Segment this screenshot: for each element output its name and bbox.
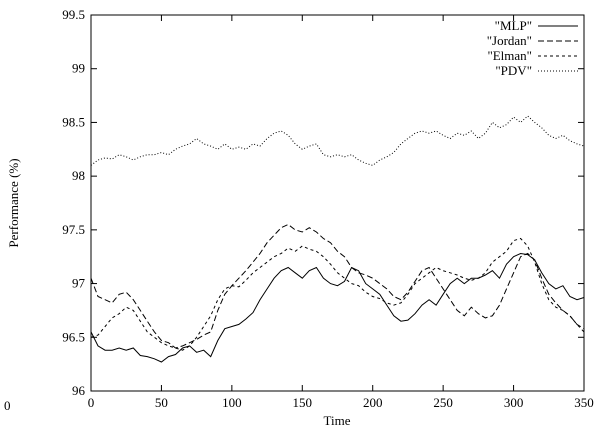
x-tick-label: 0 [88,395,95,410]
legend-label-1: "Jordan" [487,33,532,48]
legend-label-0: "MLP" [495,18,532,33]
series-line-0 [90,252,585,363]
y-tick-label: 97 [72,276,86,291]
y-tick-label: 99.5 [62,7,85,22]
y-tick-label: 98 [72,168,85,183]
axis-tick-labels: 0 50 100 150 200 250 300 350 96 96.5 97 97.5 98 98.5 9… [62,7,594,410]
series-line-2 [90,237,585,351]
x-tick-label: 200 [363,395,383,410]
series-line-3 [90,115,585,166]
x-tick-label: 50 [155,395,168,410]
x-tick-label: 150 [293,395,313,410]
y-tick-label: 97.5 [62,222,85,237]
series-lines [90,115,585,363]
legend-label-3: "PDV" [495,63,532,78]
x-tick-label: 250 [433,395,453,410]
legend: "MLP""Jordan""Elman""PDV" [487,18,578,78]
y-tick-label: 99 [72,61,85,76]
axis-ticks [90,14,585,392]
x-tick-label: 300 [504,395,524,410]
y-axis-label: Performance (%) [6,158,21,247]
y-tick-label: 96 [72,383,86,398]
plot-frame [90,14,585,392]
x-axis-label: Time [324,413,351,428]
stray-zero-label: 0 [4,398,11,413]
x-tick-label: 350 [574,395,594,410]
y-tick-label: 98.5 [62,114,85,129]
series-line-1 [90,223,585,349]
y-tick-label: 96.5 [62,329,85,344]
legend-label-2: "Elman" [487,48,532,63]
x-tick-label: 100 [222,395,242,410]
